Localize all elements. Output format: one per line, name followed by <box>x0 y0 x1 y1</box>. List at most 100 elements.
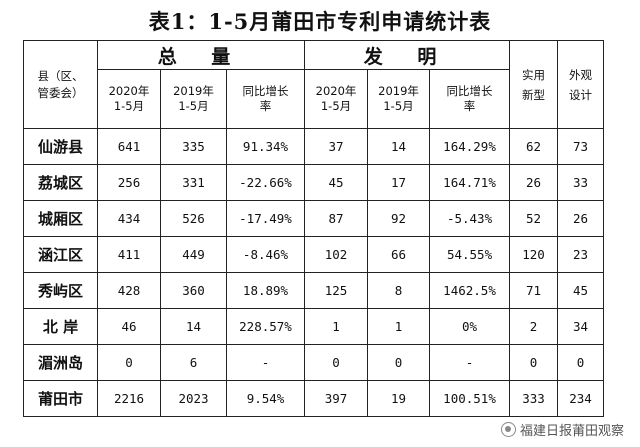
table-row: 北 岸 46 14 228.57% 1 1 0% 2 34 <box>23 308 605 345</box>
design-header-line1: 外观 <box>569 67 593 82</box>
table-cell: 9.54% <box>225 380 306 417</box>
table-cell: 52 <box>509 200 559 237</box>
table-cell: 0 <box>509 344 559 381</box>
table-cell: 14 <box>160 308 227 345</box>
table-cell: 428 <box>97 272 161 309</box>
table-cell: - <box>429 344 511 381</box>
subheader-line1: 同比增长 <box>242 84 289 98</box>
table-cell: 2023 <box>160 380 227 417</box>
table-cell: 23 <box>557 236 605 273</box>
table-row: 荔城区 256 331 -22.66% 45 17 164.71% 26 33 <box>23 164 605 201</box>
table-cell: 1 <box>367 308 431 345</box>
utility-model-header: 实用 新型 <box>509 40 559 129</box>
table-cell: 0 <box>557 344 605 381</box>
table-cell: 18.89% <box>225 272 306 309</box>
subheader-line1: 2020年 <box>315 84 357 98</box>
table-cell: 73 <box>557 128 605 165</box>
table-cell: -17.49% <box>225 200 306 237</box>
table-cell: 66 <box>367 236 431 273</box>
subheader-cell: 同比增长率 <box>225 69 306 129</box>
wechat-logo-icon <box>500 422 516 437</box>
subheader-line2: 率 <box>259 99 272 113</box>
table-cell: 19 <box>367 380 431 417</box>
table-cell: 164.29% <box>429 128 511 165</box>
subheader-line2: 1-5月 <box>178 99 209 113</box>
subheader-line1: 2019年 <box>378 84 419 98</box>
subheader-line1: 同比增长 <box>446 84 493 98</box>
table-cell: 331 <box>160 164 227 201</box>
table-cell: 125 <box>304 272 369 309</box>
district-header: 县（区、 管委会） <box>23 40 98 129</box>
table-cell: 91.34% <box>225 128 306 165</box>
table-cell: 228.57% <box>225 308 306 345</box>
watermark: 福建日报莆田观察 <box>498 420 626 439</box>
table-cell: 0 <box>304 344 369 381</box>
table-cell: 26 <box>557 200 605 237</box>
table-cell: 26 <box>509 164 559 201</box>
district-name-cell: 涵江区 <box>23 236 98 273</box>
district-name-cell: 北 岸 <box>23 308 98 345</box>
design-header-line2: 设计 <box>569 87 593 102</box>
table-cell: -5.43% <box>429 200 511 237</box>
table-row: 湄洲岛 0 6-0 0-0 0 <box>23 344 605 381</box>
table-cell: 45 <box>557 272 605 309</box>
table-cell: 234 <box>557 380 605 417</box>
table-cell: 164.71% <box>429 164 511 201</box>
table-cell: 0 <box>97 344 161 381</box>
district-header-line1: 县（区、 <box>37 68 84 83</box>
district-name-cell: 湄洲岛 <box>23 344 98 381</box>
subheader-line2: 率 <box>463 99 476 113</box>
design-header: 外观 设计 <box>557 40 605 129</box>
table-cell: 0 <box>367 344 431 381</box>
subheader-cell: 2020年 1-5月 <box>304 69 369 129</box>
table-row: 城厢区 434 526 -17.49% 87 92 -5.43% 52 26 <box>23 200 605 237</box>
table-cell: 333 <box>509 380 559 417</box>
patent-statistics-table: 县（区、 管委会） 总 量 发 明 实用 新型 外观 设计 2020年 1-5月 2… <box>23 40 605 417</box>
invention-group-header: 发 明 <box>304 40 511 70</box>
table-cell: - <box>225 344 306 381</box>
table-cell: 34 <box>557 308 605 345</box>
subheader-line2: 1-5月 <box>113 99 145 113</box>
table-cell: 1 <box>304 308 369 345</box>
watermark-text: 福建日报莆田观察 <box>519 424 624 439</box>
table-row: 莆田市 2216 2023 9.54% 397 19 100.51% 333 234 <box>23 380 605 417</box>
table-cell: 641 <box>97 128 161 165</box>
table-cell: 14 <box>367 128 431 165</box>
table-cell: 87 <box>304 200 369 237</box>
table-cell: 100.51% <box>429 380 511 417</box>
table-cell: 92 <box>367 200 431 237</box>
district-name-cell: 荔城区 <box>23 164 98 201</box>
table-cell: 45 <box>304 164 369 201</box>
table-cell: 397 <box>304 380 369 417</box>
table-cell: 434 <box>97 200 161 237</box>
district-name-cell: 仙游县 <box>23 128 98 165</box>
table-row: 秀屿区 428 360 18.89% 125 8 1462.5% 71 45 <box>23 272 605 309</box>
table-cell: 8 <box>367 272 431 309</box>
table-row: 涵江区 411 449 -8.46% 102 66 54.55% 120 23 <box>23 236 605 273</box>
table-cell: 360 <box>160 272 227 309</box>
district-name-cell: 秀屿区 <box>23 272 98 309</box>
table-cell: 37 <box>304 128 369 165</box>
subheader-line2: 1-5月 <box>320 99 352 113</box>
table-cell: 526 <box>160 200 227 237</box>
district-header-line2: 管委会） <box>37 85 84 100</box>
table-cell: 17 <box>367 164 431 201</box>
table-cell: 46 <box>97 308 161 345</box>
table-cell: 120 <box>509 236 559 273</box>
table-cell: 62 <box>509 128 559 165</box>
total-group-header: 总 量 <box>96 40 306 70</box>
district-name-cell: 莆田市 <box>23 380 98 417</box>
table-cell: 102 <box>304 236 369 273</box>
utility-header-line2: 新型 <box>522 87 546 102</box>
table-cell: 71 <box>509 272 559 309</box>
subheader-cell: 同比增长率 <box>429 69 511 129</box>
table-cell: 6 <box>160 344 227 381</box>
table-cell: 2216 <box>97 380 161 417</box>
table-cell: 411 <box>97 236 161 273</box>
table-cell: 2 <box>509 308 559 345</box>
table-cell: 33 <box>557 164 605 201</box>
table-cell: 335 <box>160 128 227 165</box>
table-row: 仙游县 641 335 91.34% 37 14 164.29% 62 73 <box>23 128 605 165</box>
table-title: 表1：1-5月莆田市专利申请统计表 <box>148 9 492 34</box>
subheader-cell: 2019年 1-5月 <box>160 69 227 129</box>
